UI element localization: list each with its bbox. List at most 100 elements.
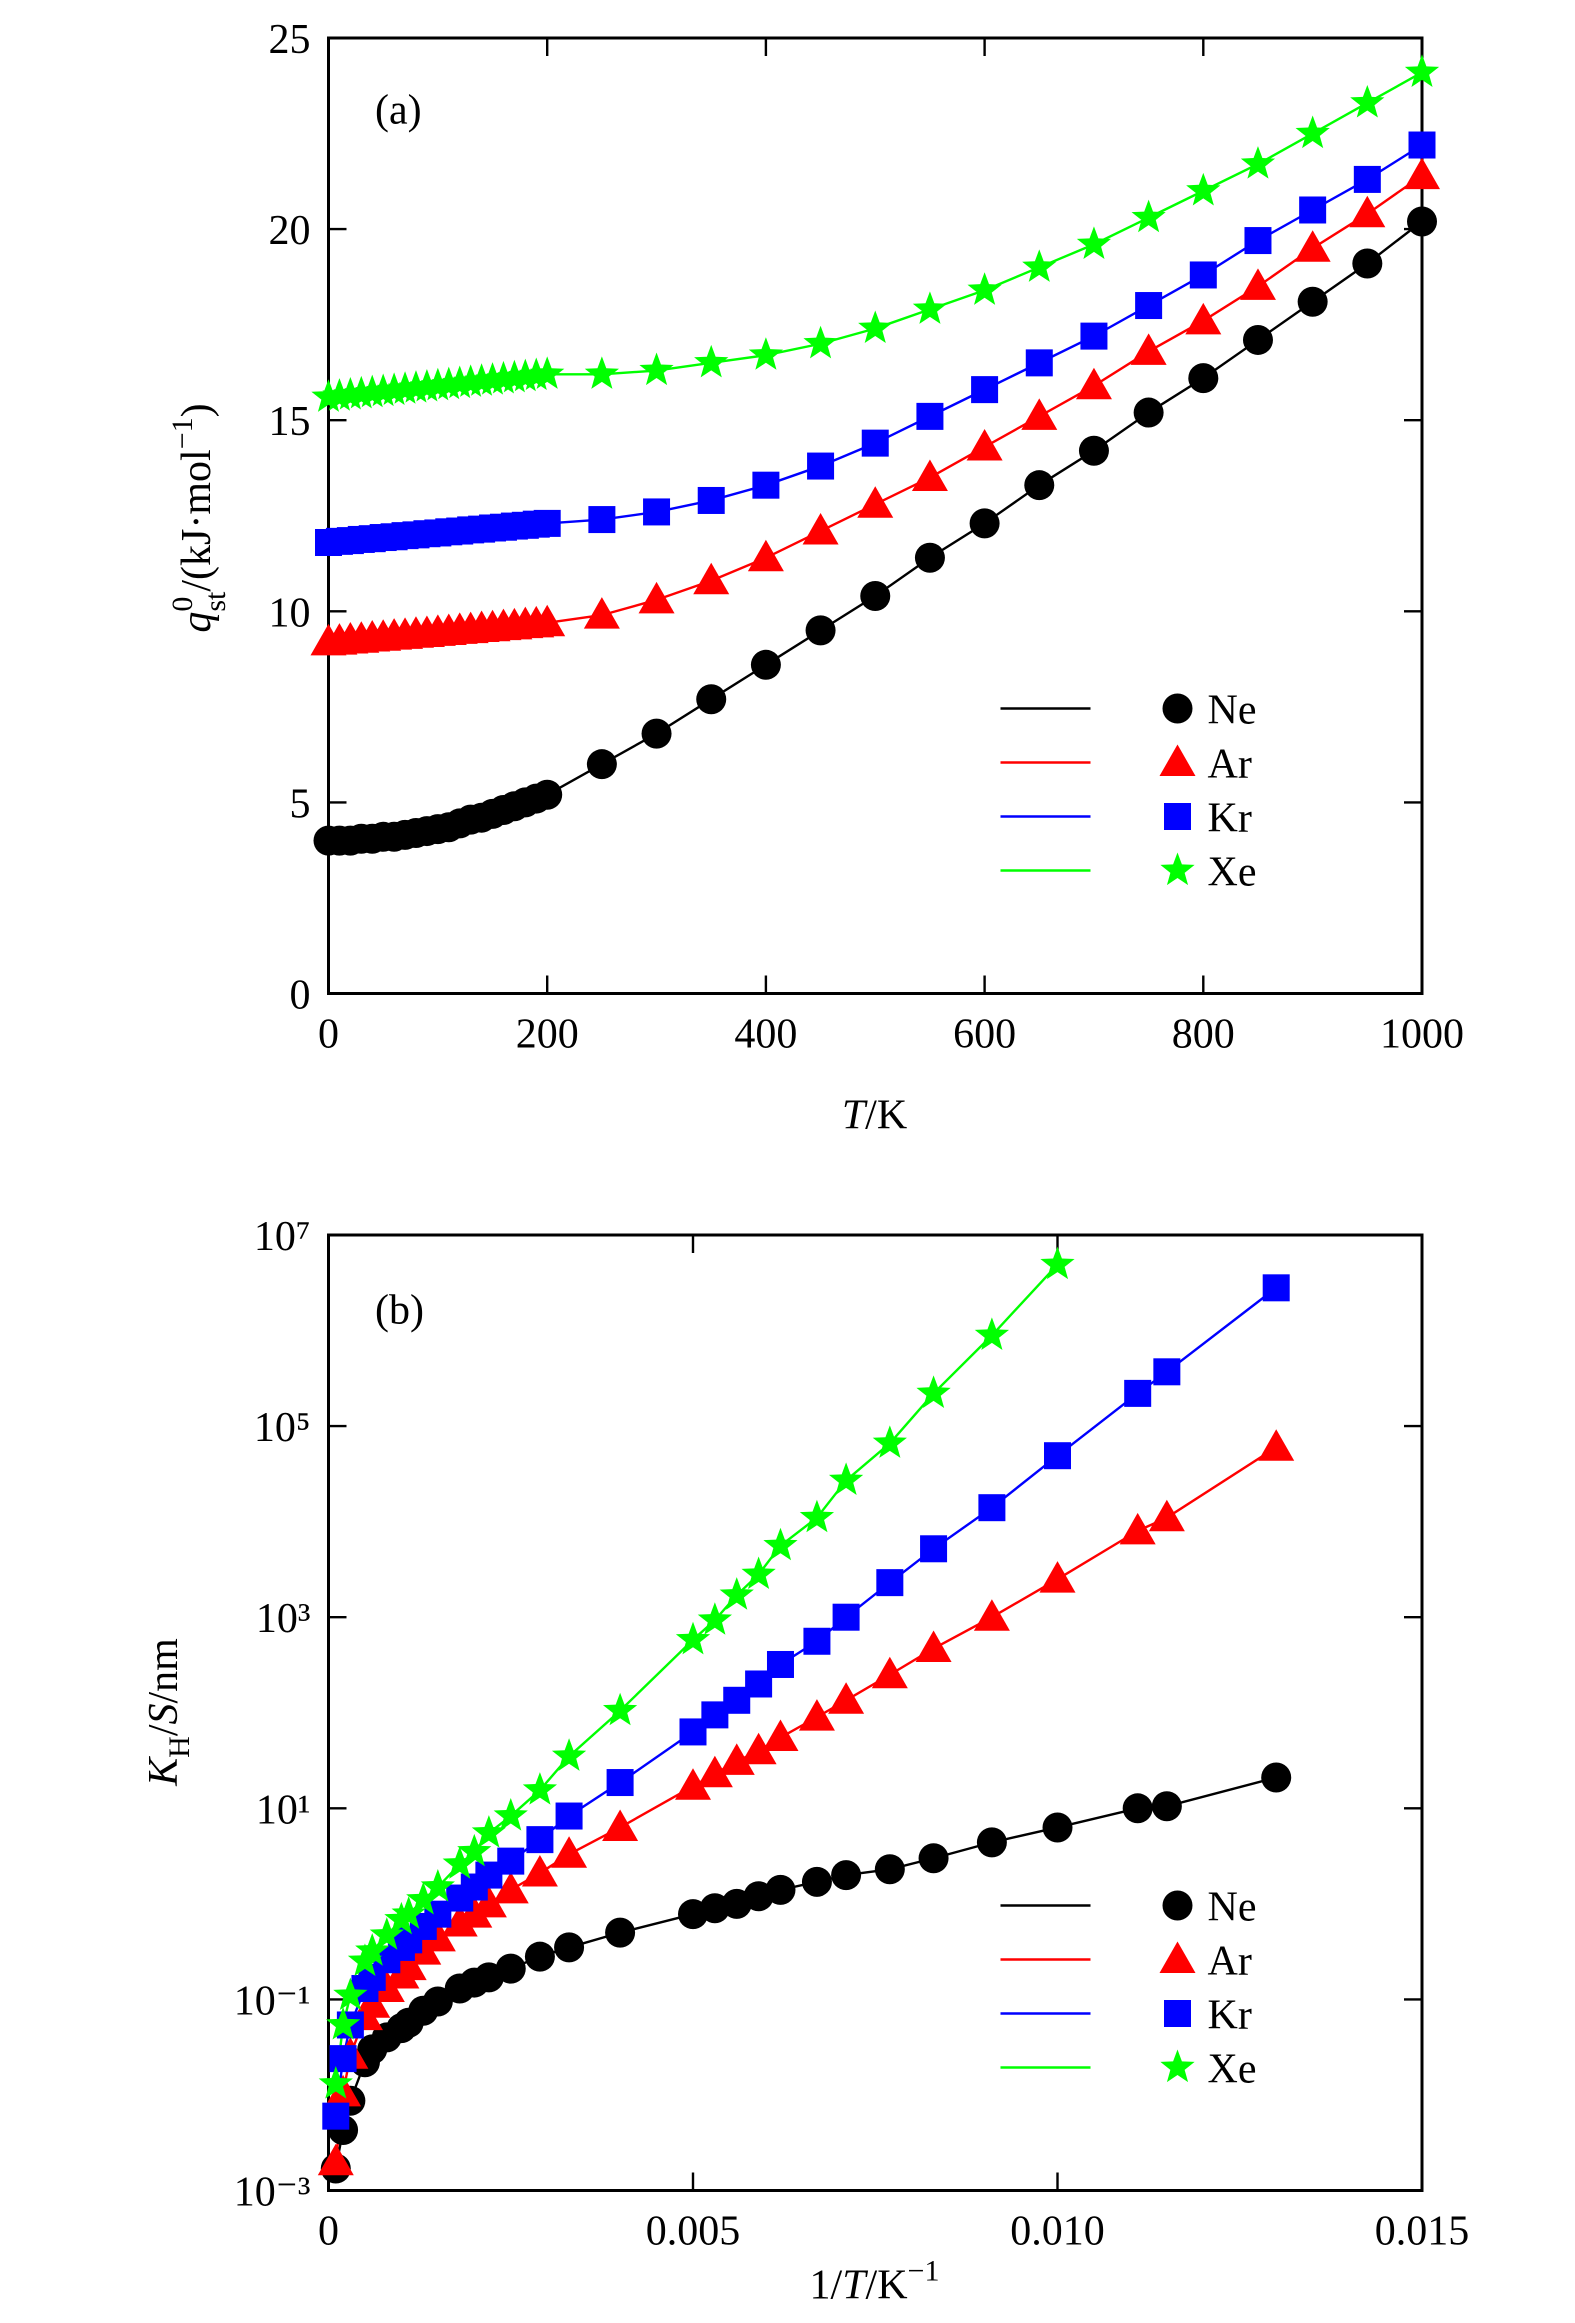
legend-marker [1160,2049,1195,2083]
legend-marker [1162,693,1193,724]
marker [974,1317,1010,1350]
plot-frame [327,36,1424,995]
marker [747,539,784,572]
marker [918,1843,949,1874]
marker [696,1755,733,1788]
marker [311,379,346,412]
marker [1148,1499,1185,1532]
marker [763,1527,798,1561]
marker [486,360,521,394]
marker [967,272,1002,305]
marker [969,508,1000,539]
marker [376,372,412,405]
marker [464,363,499,396]
y-tick-label: 10¹ [256,1787,311,1833]
y-tick-label: 10⁷ [254,1214,311,1260]
legend-label: Kr [1208,1993,1252,2039]
marker [1244,227,1272,255]
marker [799,1499,835,1533]
marker [497,359,532,393]
marker [492,1871,529,1904]
marker [1022,249,1057,282]
marker [828,1682,865,1714]
marker [1258,1429,1295,1461]
marker [1352,248,1383,279]
marker [551,1738,587,1771]
y-label-part: / [141,1724,187,1736]
marker [971,376,999,404]
y-tick-label: 20 [269,208,311,254]
marker [1075,367,1112,400]
marker [441,1905,478,1937]
marker [420,367,455,401]
marker [442,365,477,399]
legend-label: Kr [1208,796,1252,842]
marker [1151,1791,1182,1822]
marker [1408,131,1436,159]
marker [522,1772,558,1805]
marker [1119,1512,1156,1545]
marker [583,597,620,629]
marker [1124,1379,1152,1407]
y-label-part: 0 [166,597,199,612]
marker [325,2006,361,2040]
marker [329,2045,357,2073]
marker [876,1569,904,1597]
marker [475,362,510,395]
x-tick-label: 600 [953,1012,1016,1058]
marker [431,366,466,400]
marker [588,506,616,534]
marker [805,615,836,646]
marker [1240,146,1276,179]
marker [914,542,945,573]
marker [831,1860,862,1891]
x-axis-label: 1/T/K−1 [810,2255,940,2309]
marker [1349,195,1386,228]
marker [554,1932,585,1963]
marker [586,749,617,780]
marker [1044,1442,1071,1470]
marker [675,1768,711,1800]
marker [355,1933,390,1966]
y-tick-label: 5 [290,781,311,827]
marker [807,452,835,480]
marker [803,1627,831,1655]
legend-label: Ne [1208,688,1257,734]
marker [828,1462,864,1495]
marker [317,2143,354,2176]
marker [802,513,839,545]
marker [675,1621,711,1655]
marker [347,1943,383,1976]
marker [911,459,948,492]
x-label-part: /K [866,2263,908,2309]
x-tick-label: 1000 [1380,1012,1464,1058]
legend-label: Ar [1208,1939,1252,1985]
legend-label: Ne [1208,1885,1257,1931]
marker [398,370,434,403]
marker [1024,470,1055,501]
marker [355,374,390,408]
marker [493,1798,528,1831]
marker [1294,230,1331,262]
marker [1025,349,1053,377]
y-tick-label: 0 [290,973,311,1019]
marker [694,344,729,378]
marker [874,1854,905,1885]
y-label-part: st [199,591,232,612]
legend-marker [1164,803,1191,830]
plot-frame [327,1233,1424,2192]
marker [718,1743,755,1775]
x-axis-label: T/K [842,1093,907,1139]
marker [1021,398,1058,430]
legend-marker [1160,852,1195,886]
marker [322,2102,350,2130]
marker [1131,199,1166,233]
marker [1078,435,1109,466]
marker [643,498,671,526]
marker [860,581,891,612]
marker [526,1826,554,1854]
marker [453,364,488,397]
marker [1133,397,1164,428]
